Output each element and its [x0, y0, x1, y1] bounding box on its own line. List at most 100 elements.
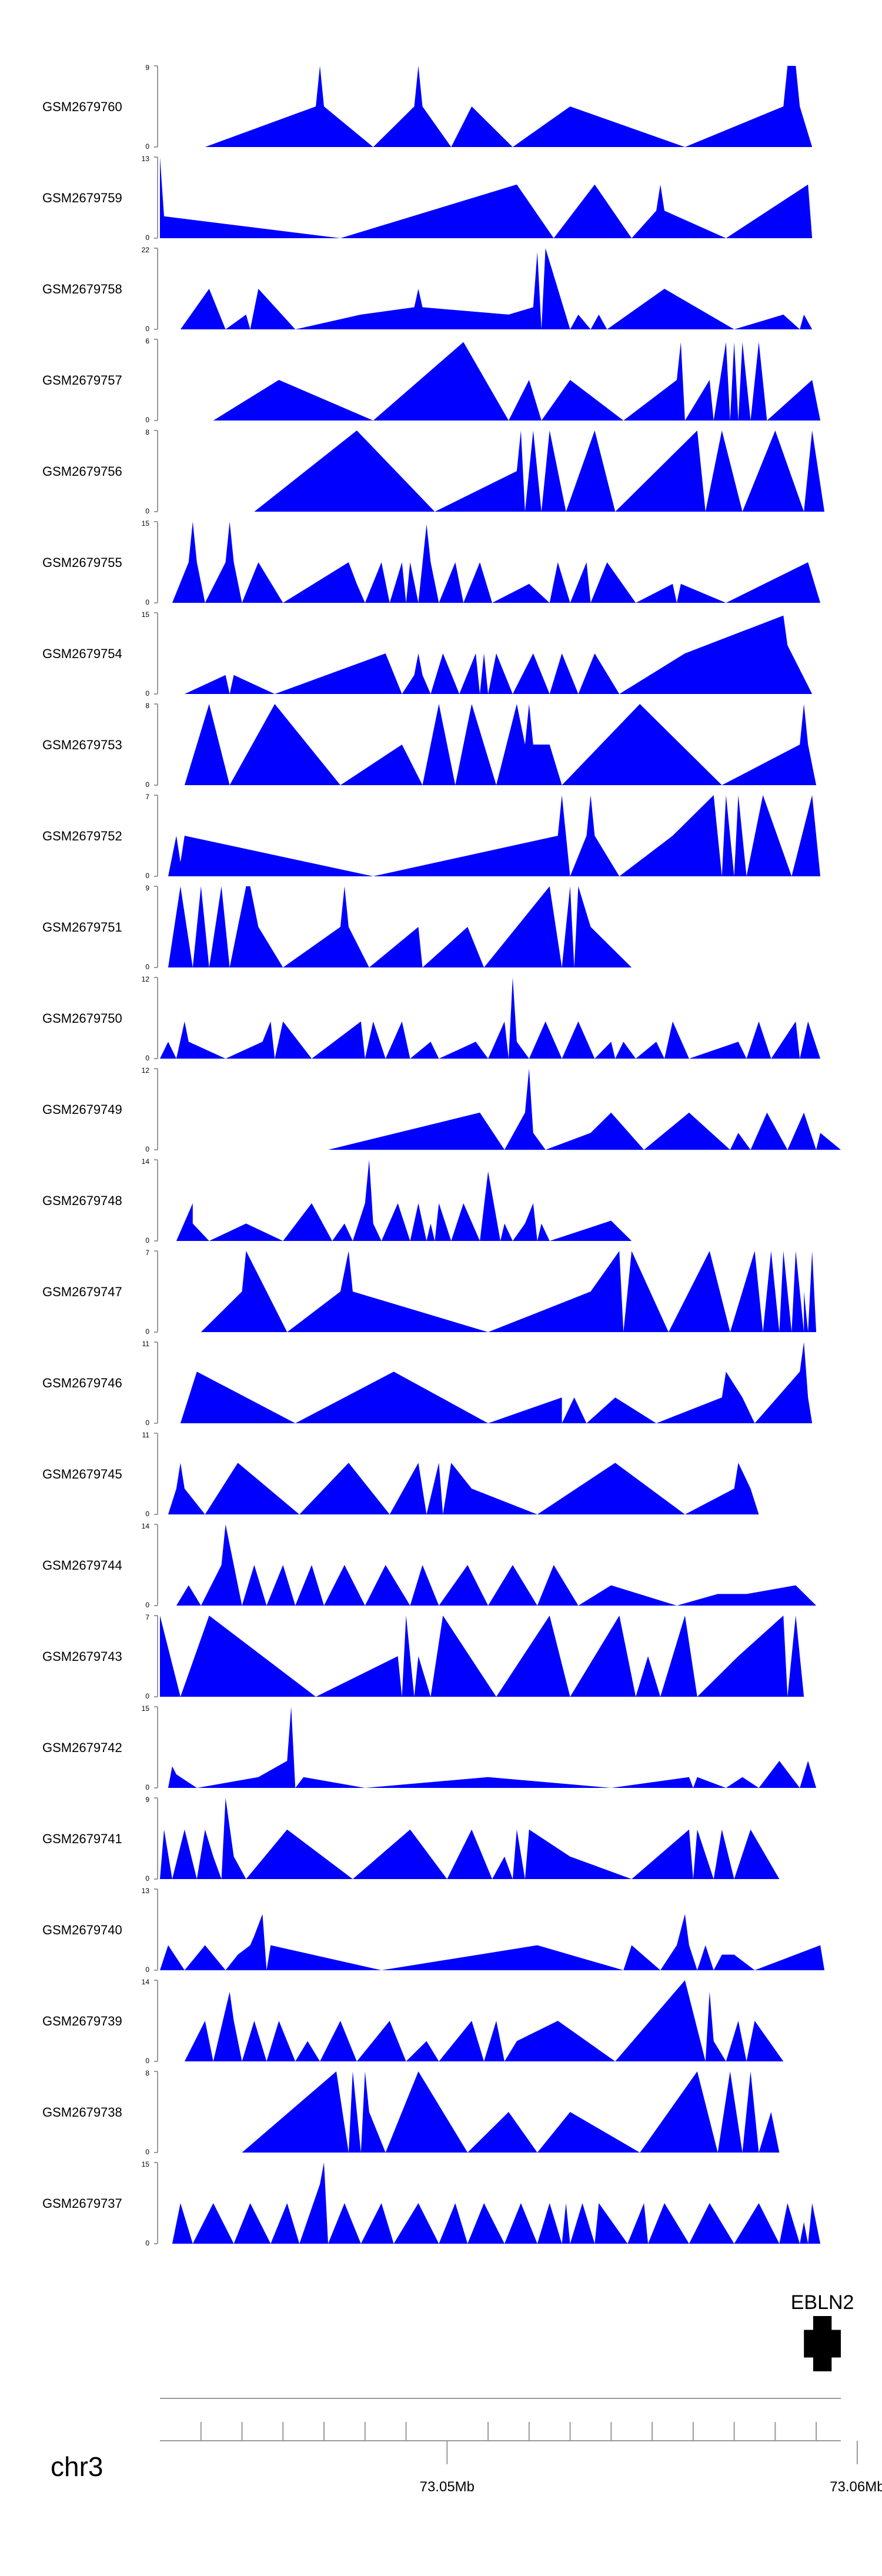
track-label: GSM2679747: [42, 1284, 122, 1299]
track-label: GSM2679756: [42, 464, 122, 479]
track-label: GSM2679759: [42, 191, 122, 205]
y-tick-label-zero: 0: [145, 1145, 149, 1153]
coverage-area: [172, 522, 821, 603]
y-tick-label-zero: 0: [145, 689, 149, 698]
axis-tick-label: 73.05Mb: [420, 2479, 475, 2495]
coverage-area: [160, 1914, 825, 1970]
y-tick-label-max: 13: [142, 1887, 150, 1895]
track-GSM2679744: GSM2679744 14 0: [42, 1522, 817, 1609]
y-tick-label-zero: 0: [145, 142, 149, 151]
axis-tick-label: 73.06Mb: [830, 2479, 882, 2495]
track-GSM2679739: GSM2679739 14 0: [42, 1978, 784, 2065]
y-tick-label-max: 11: [142, 1340, 150, 1348]
track-label: GSM2679755: [42, 555, 122, 570]
coverage-area: [184, 704, 817, 785]
y-tick-label-max: 9: [145, 1796, 149, 1804]
coverage-area: [160, 157, 813, 238]
coverage-area: [184, 1980, 784, 2061]
y-tick-label-max: 8: [145, 2069, 149, 2077]
y-tick-label-zero: 0: [145, 780, 149, 789]
y-tick-label-zero: 0: [145, 325, 149, 333]
coverage-area: [172, 2163, 821, 2244]
track-label: GSM2679749: [42, 1102, 122, 1117]
coverage-tracks: GSM267976090GSM2679759130GSM2679758220GS…: [42, 64, 841, 2247]
track-label: GSM2679754: [42, 646, 122, 661]
track-label: GSM2679751: [42, 920, 122, 935]
coverage-area: [254, 431, 825, 512]
track-label: GSM2679748: [42, 1193, 122, 1208]
y-tick-label-zero: 0: [145, 1327, 149, 1336]
track-GSM2679758: GSM2679758 22 0: [42, 246, 813, 333]
track-GSM2679751: GSM2679751 9 0: [42, 884, 632, 971]
gene-track: EBLN2: [791, 2291, 854, 2371]
y-tick-label-zero: 0: [145, 1692, 149, 1700]
track-GSM2679759: GSM2679759 13 0: [42, 155, 813, 242]
y-tick-label-max: 12: [142, 1066, 150, 1075]
y-tick-label-max: 6: [145, 337, 149, 345]
y-tick-label-max: 14: [142, 1978, 150, 1986]
y-tick-label-zero: 0: [145, 1966, 149, 1974]
track-label: GSM2679745: [42, 1467, 122, 1481]
track-GSM2679737: GSM2679737 15 0: [42, 2160, 821, 2247]
y-tick-label-zero: 0: [145, 233, 149, 242]
gene-glyph: [804, 2316, 841, 2371]
coverage-area: [184, 615, 813, 694]
y-tick-label-zero: 0: [145, 1236, 149, 1244]
track-label: GSM2679746: [42, 1376, 122, 1390]
coverage-area: [168, 886, 632, 967]
track-label: GSM2679737: [42, 2196, 122, 2211]
y-tick-label-max: 15: [142, 1704, 150, 1713]
track-GSM2679740: GSM2679740 13 0: [42, 1887, 825, 1974]
y-tick-label-zero: 0: [145, 1419, 149, 1427]
track-label: GSM2679739: [42, 2014, 122, 2028]
track-label: GSM2679758: [42, 282, 122, 296]
track-label: GSM2679757: [42, 373, 122, 388]
track-label: GSM2679744: [42, 1558, 122, 1573]
y-tick-label-zero: 0: [145, 1510, 149, 1518]
track-GSM2679757: GSM2679757 6 0: [42, 337, 821, 424]
track-GSM2679746: GSM2679746 11 0: [42, 1340, 813, 1427]
y-tick-label-max: 11: [142, 1431, 150, 1439]
y-tick-label-zero: 0: [145, 872, 149, 880]
track-GSM2679756: GSM2679756 8 0: [42, 428, 825, 515]
y-tick-label-max: 7: [145, 1613, 149, 1621]
coverage-area: [168, 1463, 759, 1514]
track-label: GSM2679741: [42, 1831, 122, 1846]
coverage-area: [168, 1707, 817, 1788]
chromosome-label: chr3: [51, 2451, 103, 2482]
track-GSM2679753: GSM2679753 8 0: [42, 702, 817, 789]
y-tick-label-max: 8: [145, 702, 149, 710]
genome-axis: 73.05Mb 73.06Mb: [160, 2422, 882, 2495]
track-label: GSM2679738: [42, 2105, 122, 2120]
coverage-area: [160, 1616, 804, 1697]
track-GSM2679745: GSM2679745 11 0: [42, 1431, 759, 1518]
coverage-area: [176, 1524, 817, 1606]
axis-minor-ticks: [200, 2422, 817, 2441]
track-label: GSM2679752: [42, 829, 122, 843]
coverage-area: [168, 795, 821, 876]
y-tick-label-zero: 0: [145, 2239, 149, 2247]
y-tick-label-max: 9: [145, 884, 149, 892]
track-label: GSM2679743: [42, 1649, 122, 1664]
y-tick-label-zero: 0: [145, 1054, 149, 1062]
track-label: GSM2679740: [42, 1923, 122, 1937]
track-GSM2679754: GSM2679754 15 0: [42, 610, 813, 698]
y-tick-label-max: 8: [145, 428, 149, 436]
coverage-area: [242, 2071, 780, 2153]
coverage-area: [180, 1342, 813, 1423]
y-tick-label-max: 15: [142, 519, 150, 528]
coverage-area: [160, 977, 821, 1059]
y-tick-label-zero: 0: [145, 416, 149, 424]
track-GSM2679748: GSM2679748 14 0: [42, 1157, 632, 1244]
track-label: GSM2679742: [42, 1740, 122, 1755]
axis-major-ticks: 73.05Mb 73.06Mb: [420, 2441, 882, 2495]
y-tick-label-max: 22: [142, 246, 150, 254]
track-label: GSM2679753: [42, 738, 122, 752]
coverage-area: [176, 1160, 632, 1241]
track-GSM2679738: GSM2679738 8 0: [42, 2069, 780, 2156]
y-tick-label-zero: 0: [145, 2148, 149, 2156]
track-GSM2679755: GSM2679755 15 0: [42, 519, 821, 606]
y-tick-label-zero: 0: [145, 507, 149, 515]
coverage-area: [160, 1798, 780, 1879]
